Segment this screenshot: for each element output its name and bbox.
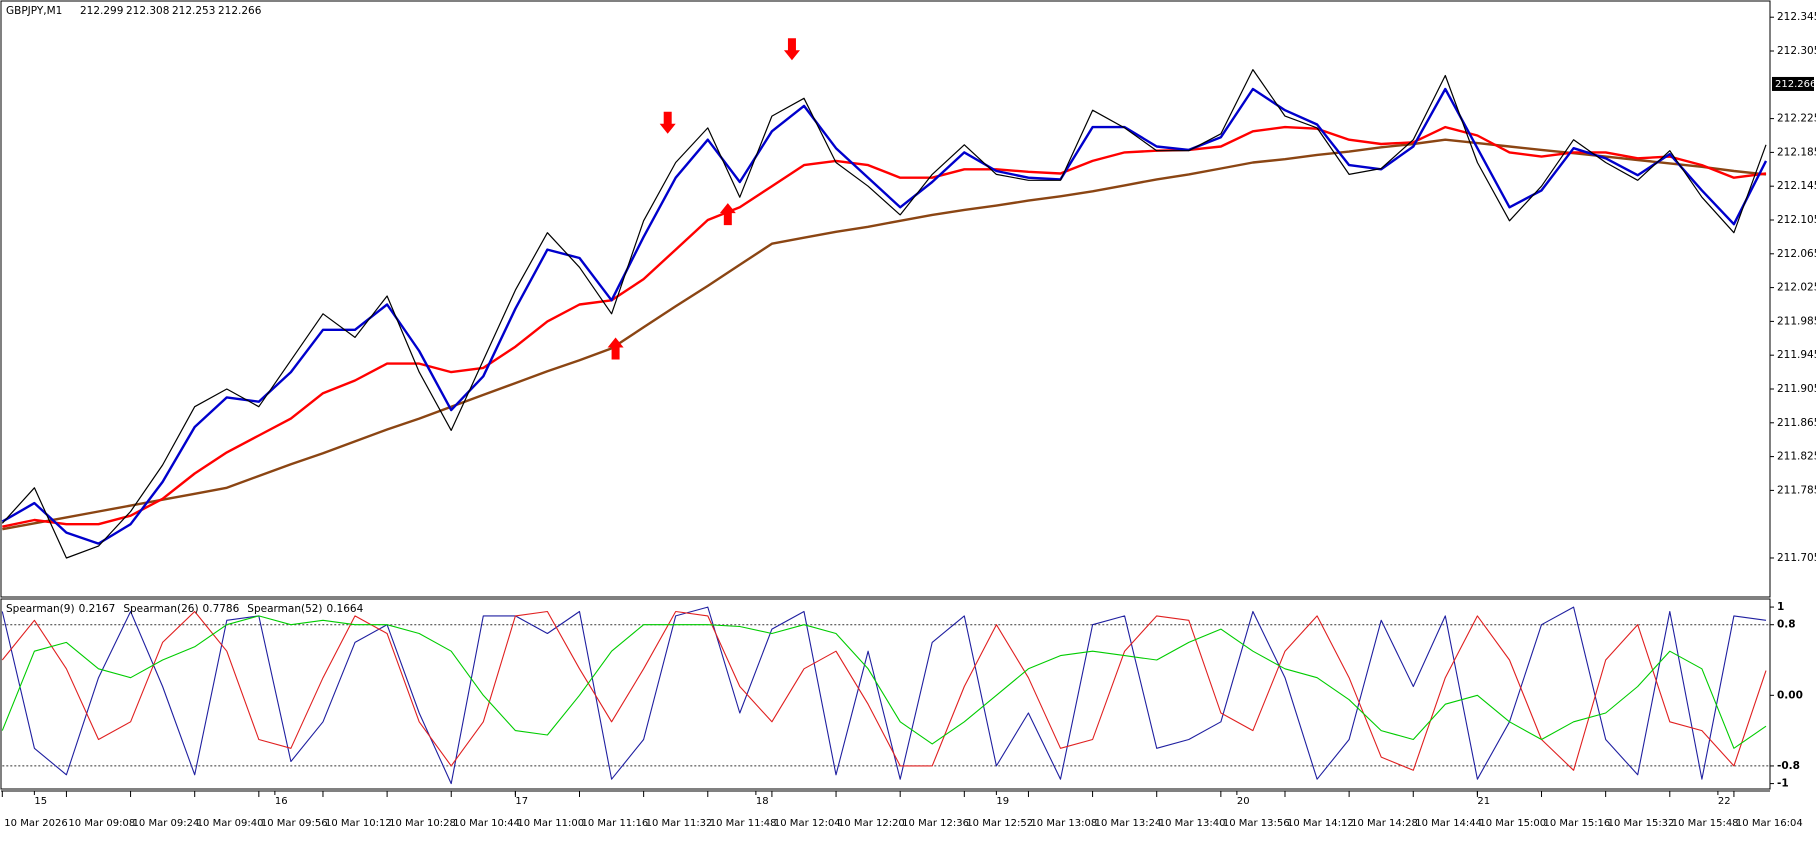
y-tick-label: 212.345 [1777, 11, 1816, 23]
x-tick-label: 10 Mar 11:16 [582, 818, 649, 829]
x-tick-label: 10 Mar 11:00 [517, 818, 584, 829]
x-tick-label: 10 Mar 16:04 [1736, 818, 1803, 829]
y-tick-label: 0.00 [1777, 689, 1803, 701]
y-tick-label: 212.025 [1777, 282, 1816, 294]
x-tick-label: 10 Mar 13:56 [1223, 818, 1290, 829]
y-tick-label: 212.145 [1777, 180, 1816, 192]
last-price-box [1772, 76, 1814, 91]
y-tick-label: 212.305 [1777, 45, 1816, 57]
x-tick-label: 10 Mar 11:48 [710, 818, 777, 829]
signal-arrow [607, 337, 624, 360]
header: GBPJPY,M1 [6, 5, 62, 17]
x-tick-label: 10 Mar 15:16 [1544, 818, 1611, 829]
indicator-line [1, 606, 1767, 785]
x-tick-label: 10 Mar 09:56 [261, 818, 328, 829]
y-tick-label: 0.8 [1777, 619, 1796, 631]
legend-value: 0.2167 [79, 603, 116, 615]
x-tick-label: 17 [515, 796, 528, 807]
x-tick-label: 10 Mar 09:08 [68, 818, 135, 829]
x-tick-label: 10 Mar 14:12 [1287, 818, 1354, 829]
indicator-line [1, 615, 1767, 749]
x-tick-label: 10 Mar 14:44 [1415, 818, 1482, 829]
signal-arrow [659, 111, 676, 134]
x-tick-label: 15 [34, 796, 47, 807]
ohlc-value: 212.308 [126, 5, 169, 17]
x-tick-label: 10 Mar 15:32 [1608, 818, 1675, 829]
x-tick-label: 18 [756, 796, 769, 807]
x-tick-label: 10 Mar 13:08 [1030, 818, 1097, 829]
x-tick-label: 10 Mar 2026 [4, 818, 67, 829]
x-tick-label: 10 Mar 12:36 [902, 818, 969, 829]
x-tick-label: 10 Mar 13:40 [1159, 818, 1226, 829]
x-tick-label: 10 Mar 10:28 [389, 818, 456, 829]
y-tick-label: -1 [1777, 778, 1789, 790]
price-line [1, 87, 1768, 545]
x-tick-label: 10 Mar 11:32 [646, 818, 713, 829]
signal-arrow [719, 203, 736, 226]
y-tick-label: 211.705 [1777, 552, 1816, 564]
y-tick-label: 212.225 [1777, 113, 1816, 125]
y-tick-label: 1 [1777, 601, 1784, 613]
y-tick-label: 211.785 [1777, 484, 1816, 496]
x-tick-label: 10 Mar 12:20 [838, 818, 905, 829]
y-tick-label: 211.865 [1777, 417, 1816, 429]
x-tick-label: 22 [1718, 796, 1731, 807]
legend-name: Spearman(52) [247, 603, 322, 615]
y-tick-label: 211.985 [1777, 315, 1816, 327]
x-tick-label: 10 Mar 09:24 [133, 818, 200, 829]
price-line [2, 138, 1767, 531]
x-tick-label: 20 [1237, 796, 1250, 807]
y-tick-label: 212.185 [1777, 146, 1816, 158]
indicator-panel [0, 598, 1771, 790]
y-tick-label: 211.905 [1777, 383, 1816, 395]
x-tick-label: 19 [996, 796, 1009, 807]
legend-value: 0.1664 [327, 603, 364, 615]
x-tick-label: 10 Mar 15:00 [1479, 818, 1546, 829]
legend-value: 0.7786 [203, 603, 240, 615]
x-tick-label: 10 Mar 10:44 [453, 818, 520, 829]
ohlc-value: 212.266 [218, 5, 262, 17]
x-tick-label: 10 Mar 12:52 [966, 818, 1033, 829]
x-tick-label: 21 [1477, 796, 1490, 807]
main-panel [0, 0, 1771, 598]
x-tick-label: 10 Mar 14:28 [1351, 818, 1418, 829]
x-tick-label: 10 Mar 10:12 [325, 818, 392, 829]
indicator-line [1, 610, 1767, 771]
legend-name: Spearman(26) [123, 603, 198, 615]
price-line [1, 69, 1767, 559]
symbol: GBPJPY,M1 [6, 5, 62, 17]
ohlc-value: 212.253 [172, 5, 215, 17]
x-tick-label: 10 Mar 09:40 [197, 818, 264, 829]
signal-arrow [783, 38, 800, 61]
x-tick-label: 10 Mar 15:48 [1672, 818, 1739, 829]
price-line [2, 125, 1767, 528]
x-tick-label: 10 Mar 13:24 [1095, 818, 1162, 829]
y-tick-label: 212.105 [1777, 214, 1816, 226]
x-tick-label: 10 Mar 12:04 [774, 818, 841, 829]
y-tick-label: 211.825 [1777, 451, 1816, 463]
y-tick-label: 212.065 [1777, 248, 1816, 260]
legend-name: Spearman(9) [6, 603, 75, 615]
last-price-label: 212.266 [1775, 79, 1816, 90]
y-tick-label: 211.945 [1777, 349, 1816, 361]
ohlc-value: 212.299 [80, 5, 123, 17]
y-tick-label: -0.8 [1777, 760, 1800, 772]
x-tick-label: 16 [275, 796, 288, 807]
